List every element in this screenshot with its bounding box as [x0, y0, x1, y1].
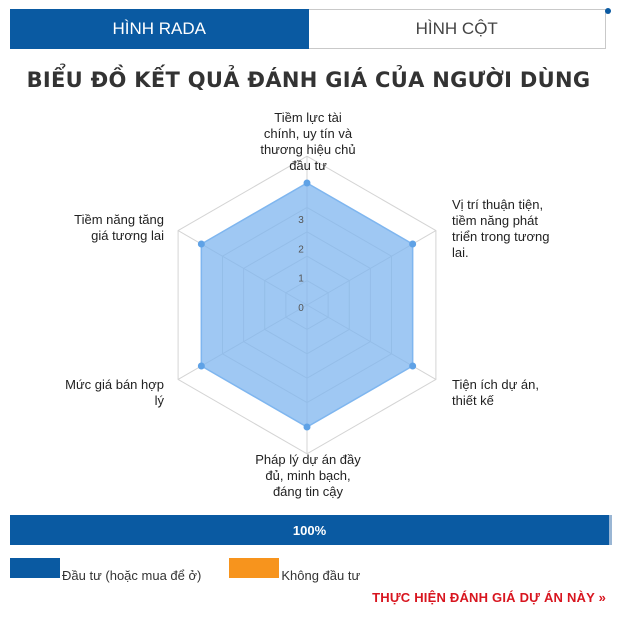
tab-column[interactable]: HÌNH CỘT — [308, 9, 606, 49]
legend: Đầu tư (hoặc mua để ở) Không đầu tư — [10, 558, 388, 583]
legend-label-invest: Đầu tư (hoặc mua để ở) — [62, 568, 202, 583]
scale-tick-label: 2 — [298, 244, 304, 255]
radar-chart: 0 1 2 3 Tiềm lực tài chính, uy tín và thương h… — [65, 110, 549, 499]
axis-label: Mức giá bán hợp lý — [65, 377, 164, 408]
data-point — [197, 240, 205, 248]
legend-swatch-invest — [10, 558, 60, 578]
legend-item-no-invest: Không đầu tư — [229, 558, 360, 583]
legend-swatch-no-invest — [229, 558, 280, 578]
axis-label: Tiềm lực tài chính, uy tín và thương hiệu … — [260, 110, 355, 173]
axis-label: Pháp lý dự án đầy đủ, minh bạch, đáng tin … — [255, 452, 361, 499]
chart-type-tabs: HÌNH RADA HÌNH CỘT — [10, 9, 606, 49]
data-point — [197, 362, 205, 370]
axis-label: Tiềm năng tăng giá tương lai — [74, 212, 164, 243]
scale-tick-label: 1 — [298, 274, 304, 285]
progress-label: 100% — [292, 522, 327, 538]
axis-label: Tiện ích dự án, thiết kế — [452, 377, 539, 408]
tab-radar[interactable]: HÌNH RADA — [10, 9, 309, 49]
progress-edge — [609, 515, 612, 545]
data-point — [409, 240, 417, 248]
data-point — [303, 423, 311, 431]
corner-dot — [605, 8, 611, 14]
legend-label-no-invest: Không đầu tư — [281, 568, 361, 583]
scale-tick-label: 0 — [298, 303, 304, 314]
chart-title: BIỂU ĐỒ KẾT QUẢ ĐÁNH GIÁ CỦA NGƯỜI DÙNG — [26, 68, 591, 92]
legend-item-invest: Đầu tư (hoặc mua để ở) — [10, 558, 201, 583]
data-point — [409, 362, 417, 370]
scale-tick-label: 3 — [298, 215, 304, 226]
axis-label: Vị trí thuận tiện, tiềm năng phát triển tr… — [452, 197, 549, 260]
progress-bar: 100% — [10, 515, 609, 545]
evaluate-project-link[interactable]: THỰC HIỆN ĐÁNH GIÁ DỰ ÁN NÀY » — [372, 590, 606, 605]
series-area — [200, 182, 414, 428]
data-point — [303, 179, 311, 187]
